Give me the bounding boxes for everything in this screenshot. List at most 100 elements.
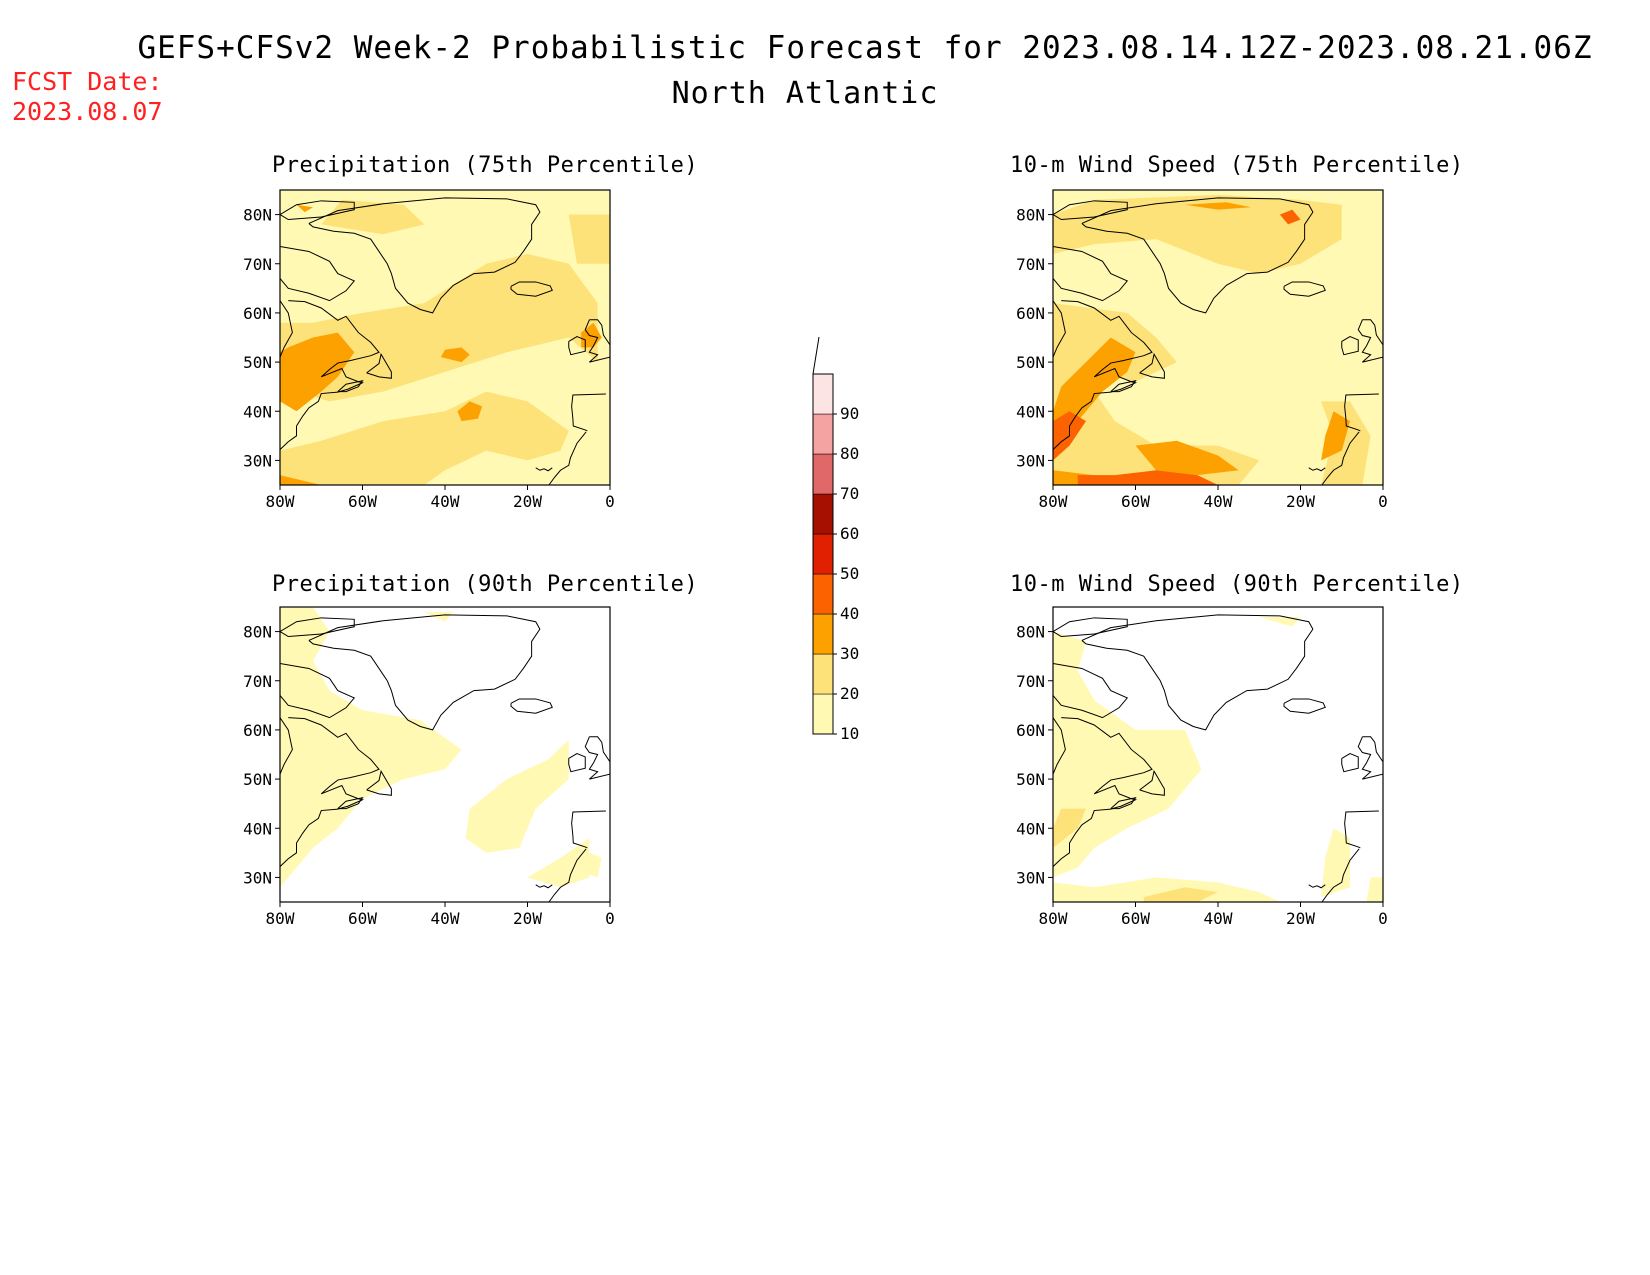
probability-contour-fill: [1185, 202, 1251, 210]
coastline: [308, 197, 541, 314]
lon-tick-label: 20W: [513, 492, 542, 511]
probability-contour-fill: [1053, 808, 1086, 848]
lon-tick-label: 20W: [513, 909, 542, 928]
lon-tick-label: 40W: [1204, 909, 1233, 928]
coastline: [280, 300, 380, 450]
probability-contour-fill: [1053, 194, 1342, 274]
coastline: [308, 614, 541, 731]
probability-contour-fill: [527, 838, 590, 888]
lat-tick-label: 80N: [1016, 623, 1045, 642]
coastline: [280, 717, 380, 867]
probability-contour-fill: [581, 322, 602, 348]
lat-tick-label: 50N: [1016, 353, 1045, 372]
colorbar-swatch: [812, 613, 834, 655]
colorbar-tick-label: 30: [840, 644, 859, 663]
probability-contour-fill: [1143, 887, 1218, 902]
coastline: [510, 698, 553, 714]
coastline: [535, 884, 553, 889]
lat-tick-label: 50N: [243, 353, 272, 372]
lat-tick-label: 30N: [1016, 451, 1045, 470]
colorbar-swatch: [812, 373, 834, 415]
coastline: [280, 717, 293, 775]
colorbar-tick-label: 60: [840, 524, 859, 543]
fcst-date-value: 2023.08.07: [12, 97, 163, 126]
probability-contour-fill: [280, 332, 355, 412]
coastline: [1308, 467, 1326, 472]
colorbar-tick-label: 50: [840, 564, 859, 583]
coastline: [1053, 246, 1129, 302]
probability-contour-fill: [280, 253, 598, 402]
map-panel-wind75: 80N 70N 60N 50N 40N 30N 80W 60W 40W 20W 0: [1003, 185, 1443, 525]
colorbar-tick-label: 70: [840, 484, 859, 503]
lat-tick-label: 30N: [243, 451, 272, 470]
lat-tick-label: 80N: [243, 206, 272, 225]
lon-tick-label: 0: [605, 909, 615, 928]
coastline: [568, 335, 586, 356]
probability-contour-fill: [1321, 411, 1350, 461]
coastline: [1283, 281, 1326, 297]
coastline: [548, 431, 587, 485]
coastline: [280, 300, 293, 358]
probability-contour-fill: [280, 475, 322, 485]
lat-tick-label: 40N: [243, 402, 272, 421]
probability-contour-fill: [568, 214, 610, 264]
colorbar-tick-label: 20: [840, 684, 859, 703]
probability-contour-fill: [1053, 877, 1280, 902]
coastline: [1344, 393, 1379, 432]
lon-tick-label: 60W: [1121, 492, 1150, 511]
probability-contour-fill: [568, 852, 602, 878]
coastline: [1357, 736, 1383, 780]
lat-tick-label: 50N: [243, 770, 272, 789]
colorbar-swatch: [812, 413, 834, 455]
coastline: [1053, 617, 1128, 638]
lon-tick-label: 60W: [1121, 909, 1150, 928]
coastline: [337, 380, 364, 393]
coastline: [1341, 335, 1359, 356]
lon-tick-label: 80W: [1039, 909, 1068, 928]
coastline: [571, 810, 606, 849]
map-panel-precip75: 80N 70N 60N 50N 40N 30N 80W 60W 40W 20W 0: [230, 185, 670, 525]
colorbar-tick-label: 90: [840, 404, 859, 423]
panel-title-precip75: Precipitation (75th Percentile): [272, 153, 699, 178]
panel-title-precip90: Precipitation (90th Percentile): [272, 572, 699, 597]
lat-tick-label: 30N: [1016, 868, 1045, 887]
coastline: [1110, 797, 1137, 810]
lon-tick-label: 60W: [348, 909, 377, 928]
coastline: [1357, 319, 1383, 363]
lat-tick-label: 70N: [1016, 672, 1045, 691]
lon-tick-label: 0: [1378, 492, 1388, 511]
lon-tick-label: 20W: [1286, 909, 1315, 928]
lon-tick-label: 0: [605, 492, 615, 511]
probability-contour-fill: [457, 401, 483, 422]
coastline: [337, 797, 364, 810]
lat-tick-label: 70N: [1016, 255, 1045, 274]
colorbar-swatch: [812, 493, 834, 535]
colorbar-legend: 10 20 30 40 50 60 70 80 90: [800, 330, 860, 749]
lat-tick-label: 70N: [243, 255, 272, 274]
lon-tick-label: 80W: [1039, 492, 1068, 511]
lon-tick-label: 80W: [266, 492, 295, 511]
coastline: [280, 246, 356, 302]
lon-tick-label: 40W: [431, 492, 460, 511]
coastline: [1081, 197, 1314, 314]
lat-tick-label: 40N: [243, 819, 272, 838]
coastline: [366, 769, 392, 796]
coastline: [1341, 752, 1359, 773]
coastline: [1081, 614, 1314, 731]
coastline: [280, 200, 355, 221]
coastline: [535, 467, 553, 472]
coastline: [1053, 200, 1128, 221]
coastline: [1344, 810, 1379, 849]
colorbar-tick-label: 40: [840, 604, 859, 623]
lon-tick-label: 40W: [1204, 492, 1233, 511]
probability-contour-fill: [1053, 631, 1202, 878]
probability-contour-fill: [280, 391, 569, 485]
coastline: [1053, 300, 1153, 450]
figure-subtitle: North Atlantic: [671, 76, 939, 111]
lat-tick-label: 30N: [243, 868, 272, 887]
coastline: [584, 736, 610, 780]
probability-contour-fill: [1135, 440, 1239, 476]
lon-tick-label: 20W: [1286, 492, 1315, 511]
probability-contour-fill: [321, 199, 425, 235]
map-panel-wind90: 80N 70N 60N 50N 40N 30N 80W 60W 40W 20W 0: [1003, 602, 1443, 942]
